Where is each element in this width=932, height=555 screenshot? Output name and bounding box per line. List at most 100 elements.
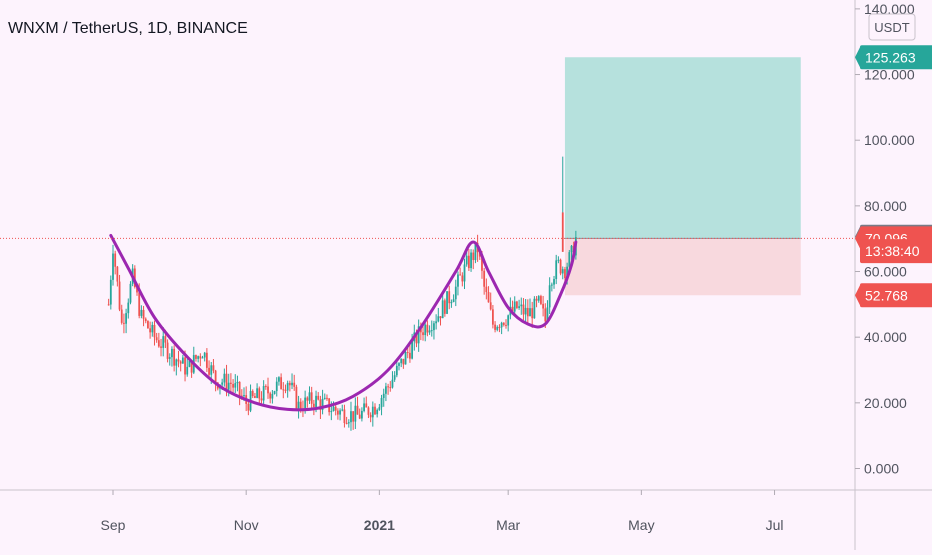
y-tick-label: 20.000 (864, 395, 907, 411)
candle-body (400, 358, 403, 364)
candle-body (382, 393, 385, 398)
candle-body (356, 405, 359, 415)
candle-body (171, 348, 173, 358)
candle-body (199, 356, 202, 359)
candle-body (151, 324, 154, 333)
y-tick-label: 0.000 (864, 461, 899, 477)
candle-body (326, 397, 328, 399)
y-tick-label: 120.000 (864, 67, 915, 83)
price-tag[interactable] (860, 45, 932, 70)
candle-body (568, 252, 571, 267)
candle-body (232, 383, 234, 388)
candle-body (358, 414, 361, 419)
candle-body (273, 391, 276, 394)
price-tag[interactable] (860, 239, 932, 264)
candle-body (138, 292, 141, 316)
y-tick-label: 140.000 (864, 1, 915, 17)
candle-body (116, 266, 119, 282)
candle-body (297, 401, 300, 410)
candle-body (125, 313, 127, 324)
candle-body (369, 414, 372, 418)
candle-body (267, 386, 269, 394)
candle-body (109, 279, 112, 305)
candle-body (526, 307, 529, 317)
candle-body (409, 352, 411, 359)
price-tag-label: 52.768 (865, 287, 908, 303)
x-tick-label: Nov (234, 517, 259, 533)
stop-zone (564, 238, 801, 296)
candle-body (153, 324, 156, 338)
candle-body (288, 382, 291, 386)
candle-body (306, 397, 309, 401)
candle-body (553, 279, 555, 285)
candle-body (557, 259, 560, 261)
candle-body (186, 366, 189, 375)
candle-body (496, 326, 499, 330)
candle-body (546, 307, 549, 322)
candle-body (535, 298, 538, 301)
candle-body (136, 287, 138, 293)
candle-body (142, 309, 145, 319)
candle-body (295, 386, 298, 410)
candle-body (424, 324, 427, 336)
candle-body (487, 292, 490, 303)
candle-body (284, 389, 287, 391)
candle-body (520, 304, 523, 307)
candle-body (507, 315, 510, 326)
candle-body (365, 403, 368, 408)
x-tick-label: Jul (766, 517, 784, 533)
candle-body (402, 358, 405, 365)
candle-body (184, 357, 186, 375)
candle-body (321, 398, 324, 410)
candle-body (389, 387, 392, 389)
candle-body (426, 324, 429, 333)
candle-body (367, 407, 370, 415)
candle-body (570, 245, 573, 253)
position-zones (564, 57, 801, 296)
candle-body (347, 422, 350, 424)
candle-body (225, 373, 228, 390)
candle-body (147, 321, 149, 329)
candle-body (474, 242, 477, 261)
candle-body (454, 286, 457, 300)
x-tick-label: 2021 (364, 517, 395, 533)
candle-body (540, 296, 542, 304)
candle-body (439, 316, 442, 319)
pattern-layer (109, 233, 578, 412)
candle-body (522, 304, 525, 315)
candle-body (350, 411, 352, 423)
breakout-candle-body (561, 212, 564, 252)
candle-body (243, 395, 245, 397)
candle-body (374, 406, 376, 415)
candle-body (229, 382, 232, 384)
candle-body (483, 270, 486, 287)
candles-layer (107, 156, 577, 431)
currency-box[interactable] (868, 13, 916, 41)
candle-body (459, 274, 462, 276)
candle-body (140, 309, 143, 316)
candle-body (537, 296, 540, 301)
candle-body (166, 342, 169, 359)
candle-body (422, 332, 424, 336)
candle-body (516, 301, 518, 308)
candle-body (339, 410, 341, 415)
candle-body (472, 252, 475, 261)
candle-body (450, 302, 453, 304)
candle-body (341, 409, 344, 411)
candle-body (107, 304, 110, 306)
candle-body (561, 269, 564, 274)
candle-body (271, 393, 274, 399)
candle-body (181, 357, 184, 364)
candle-body (133, 268, 136, 288)
candle-body (500, 322, 503, 328)
candle-body (470, 252, 472, 269)
candle-body (461, 275, 464, 282)
candle-body (223, 373, 226, 383)
candle-body (378, 407, 381, 410)
x-tick-label: Sep (101, 517, 126, 533)
candle-body (203, 352, 206, 358)
price-tag[interactable] (860, 283, 932, 308)
candle-body (481, 256, 483, 271)
